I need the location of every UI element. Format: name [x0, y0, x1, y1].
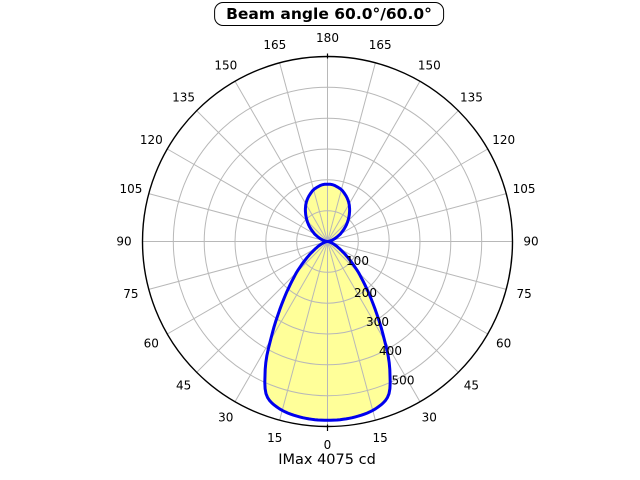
- angle-label: 75: [123, 287, 138, 301]
- chart-title: Beam angle 60.0°/60.0°: [214, 2, 444, 26]
- radial-tick-label: 500: [392, 374, 415, 388]
- angle-label: 180: [316, 31, 339, 45]
- angle-label: 105: [513, 182, 536, 196]
- angle-label: 45: [464, 378, 479, 392]
- polar-grid-ray: [148, 193, 328, 242]
- angle-label: 165: [263, 38, 286, 52]
- polar-grid-ray: [327, 62, 376, 242]
- angle-label: 120: [140, 133, 163, 147]
- polar-grid-ray: [327, 81, 421, 242]
- polar-grid-ray: [327, 241, 459, 373]
- polar-grid-ray: [234, 241, 328, 402]
- polar-grid-ray: [167, 148, 328, 242]
- angle-label: 135: [172, 91, 195, 105]
- angle-label: 90: [523, 235, 538, 249]
- angle-label: 105: [119, 182, 142, 196]
- angle-label: 45: [176, 378, 191, 392]
- angle-label: 150: [418, 58, 441, 72]
- polar-grid-ray: [196, 241, 328, 373]
- polar-grid-ray: [327, 241, 488, 335]
- angle-label: 165: [369, 38, 392, 52]
- polar-grid-ray: [148, 241, 328, 290]
- polar-grid-ray: [327, 241, 421, 402]
- polar-grid-ray: [327, 193, 507, 242]
- polar-grid-ray: [279, 241, 328, 421]
- angle-label: 90: [116, 235, 131, 249]
- angle-label: 135: [460, 91, 483, 105]
- polar-grid-ray: [167, 241, 328, 335]
- angle-label: 15: [373, 431, 388, 445]
- angle-label: 15: [267, 431, 282, 445]
- angle-label: 30: [218, 411, 233, 425]
- angle-label: 75: [516, 287, 531, 301]
- polar-grid-ray: [327, 148, 488, 242]
- beam-curve: [263, 182, 392, 422]
- radial-tick-label: 200: [354, 286, 377, 300]
- angle-label: 150: [214, 58, 237, 72]
- radial-tick-label: 400: [379, 344, 402, 358]
- radial-tick-label: 300: [366, 315, 389, 329]
- angle-label: 60: [144, 336, 159, 350]
- angle-label: 30: [422, 411, 437, 425]
- polar-grid-ray: [279, 62, 328, 242]
- polar-grid-ray: [327, 241, 376, 421]
- angle-label: 60: [496, 336, 511, 350]
- polar-grid-ray: [327, 241, 507, 290]
- angle-label: 120: [492, 133, 515, 147]
- angle-label: 0: [324, 438, 332, 452]
- polar-grid-ray: [234, 81, 328, 242]
- radial-tick-label: 100: [346, 254, 369, 268]
- imax-label: IMax 4075 cd: [278, 452, 376, 468]
